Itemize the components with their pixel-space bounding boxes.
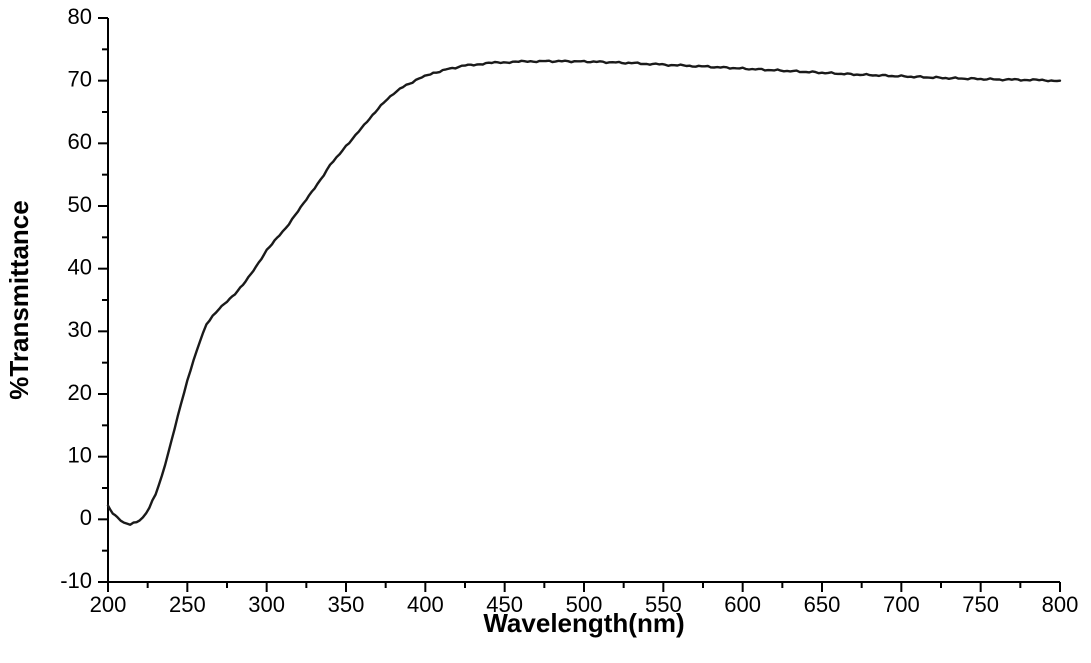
x-tick-label: 300 [248,592,285,617]
x-tick-label: 200 [90,592,127,617]
y-tick-label: 50 [68,192,92,217]
y-tick-label: 70 [68,66,92,91]
chart-svg: 200250300350400450500550600650700750800-… [0,0,1091,663]
y-tick-label: 20 [68,380,92,405]
x-tick-label: 650 [804,592,841,617]
x-tick-label: 750 [962,592,999,617]
y-axis-title: %Transmittance [4,200,34,399]
transmittance-chart: 200250300350400450500550600650700750800-… [0,0,1091,663]
x-tick-label: 250 [169,592,206,617]
x-tick-label: 800 [1042,592,1079,617]
x-tick-label: 350 [328,592,365,617]
y-tick-label: 10 [68,442,92,467]
y-tick-label: -10 [60,568,92,593]
y-tick-label: 0 [80,505,92,530]
y-tick-label: 30 [68,317,92,342]
x-tick-label: 700 [883,592,920,617]
y-tick-label: 80 [68,4,92,29]
y-tick-label: 40 [68,254,92,279]
x-tick-label: 600 [724,592,761,617]
y-tick-label: 60 [68,129,92,154]
x-axis-title: Wavelength(nm) [483,608,684,638]
x-tick-label: 400 [407,592,444,617]
